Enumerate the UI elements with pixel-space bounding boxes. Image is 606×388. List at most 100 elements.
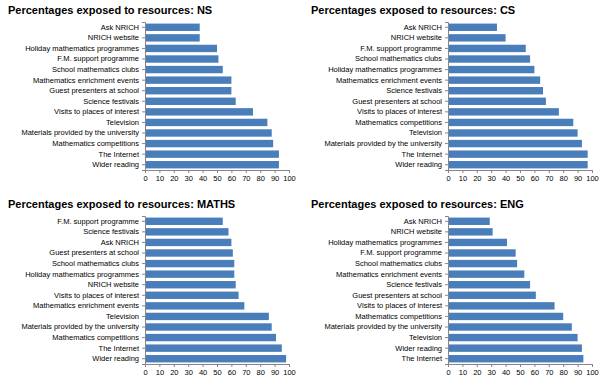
tick-label: 0 [143, 368, 147, 377]
tick: Materials provided by the university [324, 139, 448, 148]
tick: 50 [213, 170, 221, 183]
tick-mark [592, 364, 593, 367]
axis-line [142, 23, 146, 171]
tick-label: 60 [228, 368, 236, 377]
panel: Percentages exposed to resources: MATHS 0… [8, 198, 296, 377]
bar [448, 161, 588, 168]
x-axis: 0102030405060708090100 [143, 170, 295, 183]
tick: The Internet [402, 354, 448, 363]
bar [448, 239, 507, 246]
category-label: Wider reading [92, 160, 139, 169]
tick-mark [520, 170, 521, 173]
tick: 60 [531, 170, 539, 183]
bar [448, 228, 493, 235]
tick: 30 [488, 170, 496, 183]
tick-label: 100 [283, 174, 296, 183]
tick: Science festivals [83, 97, 145, 106]
tick: 90 [574, 364, 582, 377]
tick-mark [142, 221, 145, 222]
tick-mark [142, 253, 145, 254]
category-label: Guest presenters at school [49, 248, 139, 257]
panel: Percentages exposed to resources: ENG010… [311, 198, 599, 377]
tick-mark [578, 170, 579, 173]
bar [145, 150, 279, 157]
tick: 20 [170, 170, 178, 183]
category-label: Guest presenters at school [352, 97, 442, 106]
tick: Mathematics competitions [52, 333, 145, 342]
tick-mark [445, 284, 448, 285]
tick-label: 30 [185, 174, 193, 183]
tick-mark [217, 364, 218, 367]
tick-mark [142, 284, 145, 285]
tick-mark [445, 69, 448, 70]
category-label: Ask NRICH [404, 23, 442, 32]
tick: Science festivals [386, 86, 448, 95]
category-label: The Internet [402, 150, 443, 159]
tick: 0 [446, 170, 450, 183]
axis-line [146, 365, 290, 368]
category-label: Mathematics enrichment events [336, 76, 442, 85]
y-axis: Ask NRICHNRICH websiteHoliday mathematic… [324, 217, 448, 365]
tick-mark [445, 231, 448, 232]
tick-mark [563, 364, 564, 367]
bar [145, 218, 223, 225]
tick-mark [506, 170, 507, 173]
tick-mark [142, 348, 145, 349]
tick: Wider reading [92, 160, 145, 169]
tick: 60 [531, 364, 539, 377]
category-label: Television [106, 118, 139, 127]
category-label: School mathematics clubs [355, 54, 442, 63]
tick: NRICH website [391, 227, 448, 236]
tick-label: 80 [257, 174, 265, 183]
tick: 60 [228, 170, 236, 183]
tick: Mathematics competitions [52, 139, 145, 148]
bar [448, 66, 534, 73]
tick-mark [289, 170, 290, 173]
tick: 100 [283, 364, 296, 377]
tick-label: 20 [170, 174, 178, 183]
tick: 100 [283, 170, 296, 183]
tick: Guest presenters at school [49, 86, 145, 95]
chart-title: Percentages exposed to resources: MATHS [8, 198, 235, 210]
tick-label: 10 [156, 174, 164, 183]
tick-label: 20 [473, 174, 481, 183]
tick-mark [445, 133, 448, 134]
tick-label: 20 [473, 368, 481, 377]
tick: Television [106, 312, 145, 321]
bar [145, 292, 239, 299]
chart-title: Percentages exposed to resources: CS [311, 4, 515, 16]
axis-line [449, 171, 593, 174]
category-label: Mathematics competitions [52, 139, 139, 148]
tick: 40 [199, 364, 207, 377]
tick-label: 80 [560, 368, 568, 377]
category-label: Visits to places of interest [54, 291, 140, 300]
tick: 80 [257, 170, 265, 183]
tick-mark [445, 337, 448, 338]
axis-line [142, 217, 146, 365]
bar [145, 161, 279, 168]
tick: Holiday mathematics programmes [25, 44, 145, 53]
tick: Mathematics competitions [355, 118, 448, 127]
tick-mark [246, 170, 247, 173]
category-label: F.M. support programme [57, 217, 139, 226]
tick: 10 [156, 364, 164, 377]
bar [448, 129, 578, 136]
tick-label: 40 [199, 368, 207, 377]
category-label: Holiday mathematics programmes [328, 238, 442, 247]
tick-mark [275, 364, 276, 367]
tick: 80 [560, 364, 568, 377]
tick: Holiday mathematics programmes [328, 238, 448, 247]
tick-mark [231, 364, 232, 367]
axis-line [445, 23, 449, 171]
bar [145, 55, 218, 62]
category-label: Visits to places of interest [357, 107, 443, 116]
category-label: Science festivals [83, 227, 139, 236]
tick: Wider reading [395, 344, 448, 353]
tick: Mathematics enrichment events [336, 76, 448, 85]
category-label: Guest presenters at school [49, 86, 139, 95]
category-label: NRICH website [88, 33, 139, 42]
tick-mark [491, 364, 492, 367]
tick: Mathematics competitions [355, 312, 448, 321]
tick: 0 [446, 364, 450, 377]
tick-mark [445, 253, 448, 254]
